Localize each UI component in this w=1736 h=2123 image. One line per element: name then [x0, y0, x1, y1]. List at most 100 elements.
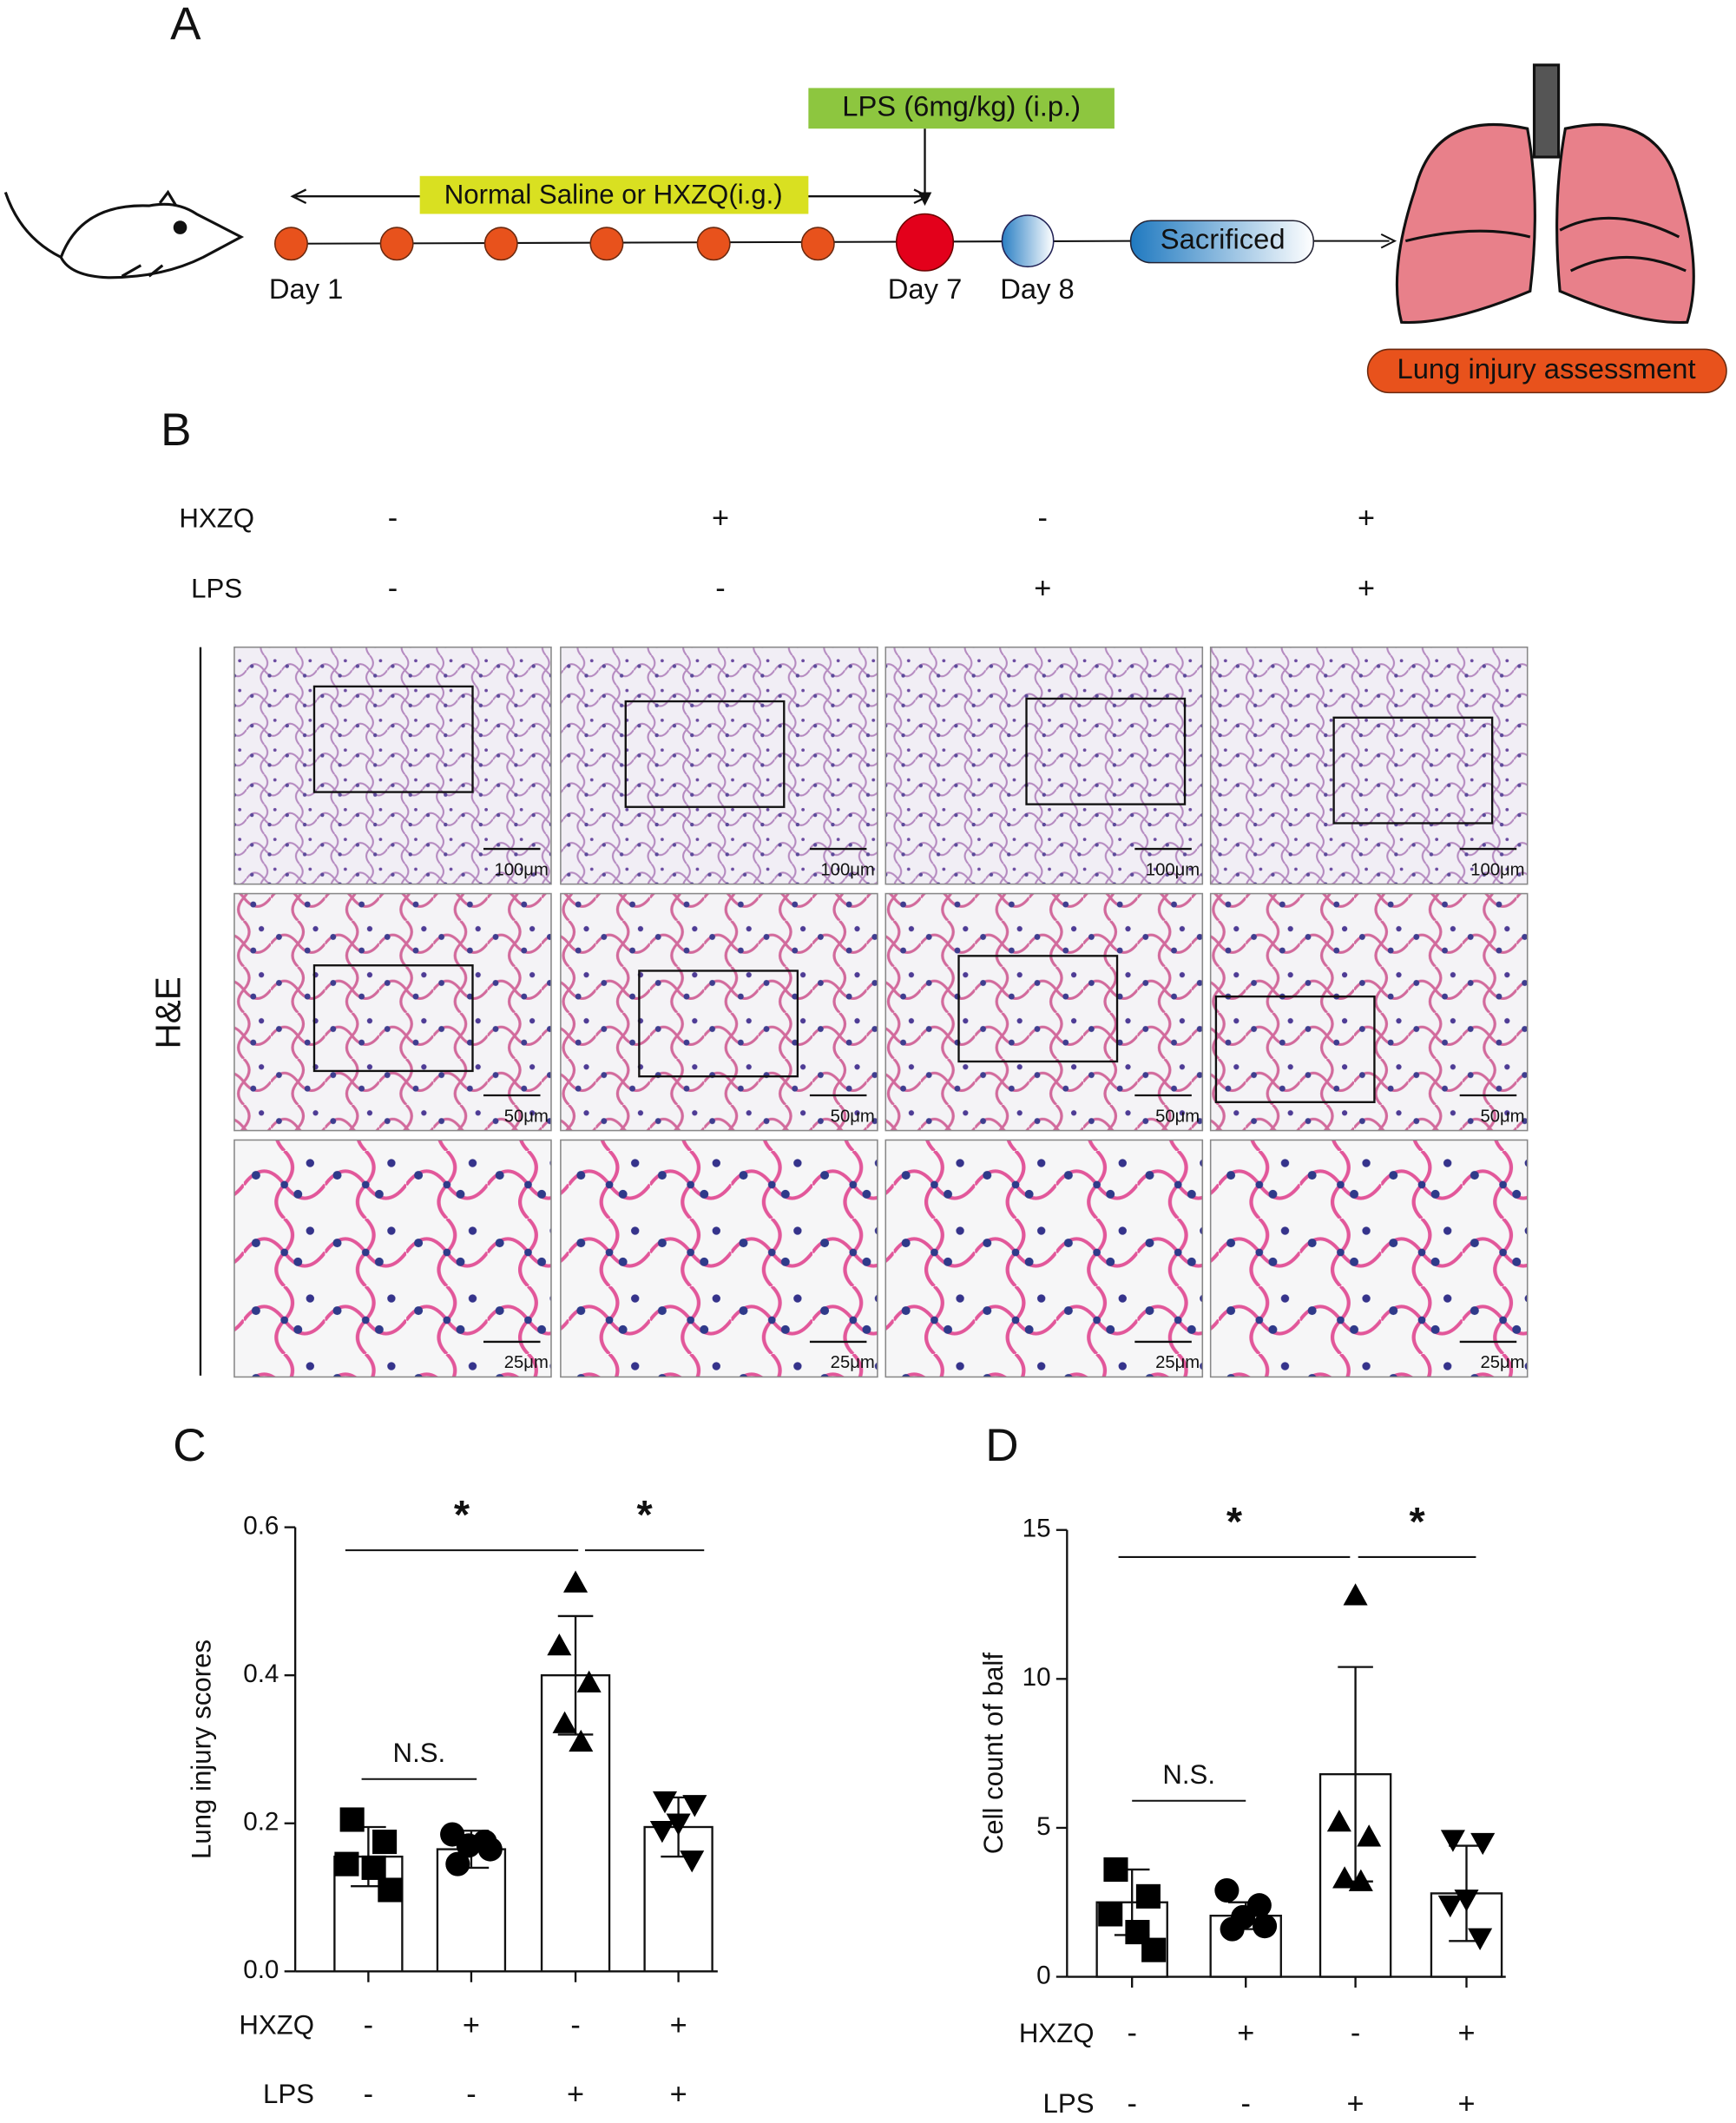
condition-sign: + [712, 502, 729, 535]
lung-icon [1395, 63, 1695, 325]
zoom-box [1214, 995, 1376, 1103]
data-point [1348, 1869, 1373, 1891]
condition-sign: + [670, 2078, 687, 2111]
data-point [652, 1791, 678, 1814]
y-tick-label: 0.4 [243, 1660, 279, 1688]
histology-image [560, 646, 878, 885]
span-heads [290, 188, 930, 205]
data-point [569, 1729, 594, 1752]
condition-sign: - [1351, 2017, 1360, 2050]
significance-label: N.S. [1162, 1759, 1215, 1790]
condition-sign: + [1457, 2017, 1475, 2050]
significance-label: * [454, 1492, 470, 1537]
error-bar [557, 1614, 594, 1736]
data-point [1440, 1830, 1465, 1852]
y-tick-label: 10 [1023, 1663, 1051, 1692]
arrow-head [1380, 233, 1397, 249]
data-point [334, 1851, 359, 1877]
zoom-box [624, 700, 786, 808]
stain-label: H&E [148, 976, 187, 1048]
condition-sign: + [670, 2008, 687, 2041]
condition-sign: + [567, 2078, 584, 2111]
data-point [1326, 1810, 1351, 1832]
histology-image [884, 1139, 1204, 1378]
zoom-box [312, 685, 474, 793]
scale-bar-label: 50μm [1155, 1107, 1200, 1126]
treatment-box [419, 175, 809, 214]
day8-dot [1001, 214, 1055, 268]
data-point [649, 1821, 674, 1844]
histology-image [884, 646, 1204, 885]
condition-sign: - [364, 2008, 373, 2041]
y-axis-label: Cell count of balf [978, 1653, 1009, 1855]
condition-sign: + [1358, 572, 1375, 605]
assessment-pill [1366, 348, 1727, 394]
sacrificed-pill [1129, 220, 1315, 264]
challenge-box [808, 88, 1115, 129]
data-point [576, 1670, 602, 1692]
y-tick-label: 5 [1036, 1812, 1050, 1841]
scale-bar-label: 100μm [494, 860, 548, 879]
condition-sign: - [388, 502, 398, 535]
condition-name: LPS [263, 2079, 314, 2109]
scale-bar-label: 25μm [504, 1353, 549, 1372]
histology-image [233, 892, 552, 1132]
scale-bar-label: 100μm [1146, 860, 1200, 879]
panel-label: C [173, 1420, 206, 1471]
day-label: Day 8 [1000, 273, 1075, 305]
condition-sign: + [1034, 572, 1051, 605]
data-point [1253, 1914, 1278, 1939]
y-tick-label: 0.2 [243, 1808, 279, 1837]
lps-day [895, 213, 955, 272]
data-point [361, 1855, 386, 1880]
data-point [552, 1711, 577, 1733]
zoom-box [1025, 697, 1187, 805]
y-tick-label: 0.6 [243, 1511, 279, 1540]
condition-sign: - [466, 2078, 476, 2111]
data-point [1470, 1832, 1496, 1856]
scale-bar-label: 100μm [820, 860, 874, 879]
condition-sign: - [1241, 2087, 1251, 2120]
data-point [666, 1813, 691, 1836]
panel-label: B [161, 404, 191, 456]
dose-dots [273, 227, 835, 261]
assessment-label: Lung injury assessment [1397, 352, 1696, 385]
condition-name: HXZQ [179, 503, 254, 533]
condition-sign: - [1127, 2087, 1136, 2120]
data-point [1141, 1937, 1167, 1962]
zoom-box [1332, 716, 1494, 825]
condition-sign: + [1358, 502, 1375, 535]
day-label: Day 7 [888, 273, 963, 305]
scale-bar-label: 25μm [1155, 1353, 1200, 1372]
condition-sign: - [1038, 502, 1048, 535]
data-point [1468, 1928, 1493, 1950]
data-point [563, 1570, 589, 1593]
data-point [547, 1633, 572, 1656]
condition-sign: - [715, 572, 725, 605]
condition-name: HXZQ [1019, 2018, 1095, 2048]
scale-bar-label: 50μm [504, 1107, 549, 1126]
significance-label: N.S. [393, 1738, 446, 1768]
condition-sign: + [1347, 2087, 1364, 2120]
challenge-label: LPS (6mg/kg) (i.p.) [842, 89, 1081, 122]
data-point [682, 1795, 707, 1817]
data-point [1454, 1890, 1479, 1912]
zoom-box [312, 964, 474, 1073]
scale-bar-label: 50μm [831, 1107, 875, 1126]
y-tick-label: 0.0 [243, 1955, 279, 1984]
histology-image [1209, 892, 1529, 1132]
data-point [1098, 1902, 1123, 1927]
histology-image [884, 892, 1204, 1132]
data-point [456, 1833, 481, 1858]
data-point [1343, 1583, 1368, 1606]
panel-label: A [170, 0, 201, 49]
condition-name: LPS [1043, 2088, 1095, 2119]
condition-sign: + [1457, 2087, 1475, 2120]
significance-label: * [1226, 1499, 1243, 1544]
histology-image [560, 1139, 878, 1378]
condition-sign: - [1127, 2017, 1136, 2050]
condition-sign: - [388, 572, 398, 605]
data-point [1357, 1824, 1382, 1847]
condition-name: HXZQ [239, 2009, 314, 2040]
